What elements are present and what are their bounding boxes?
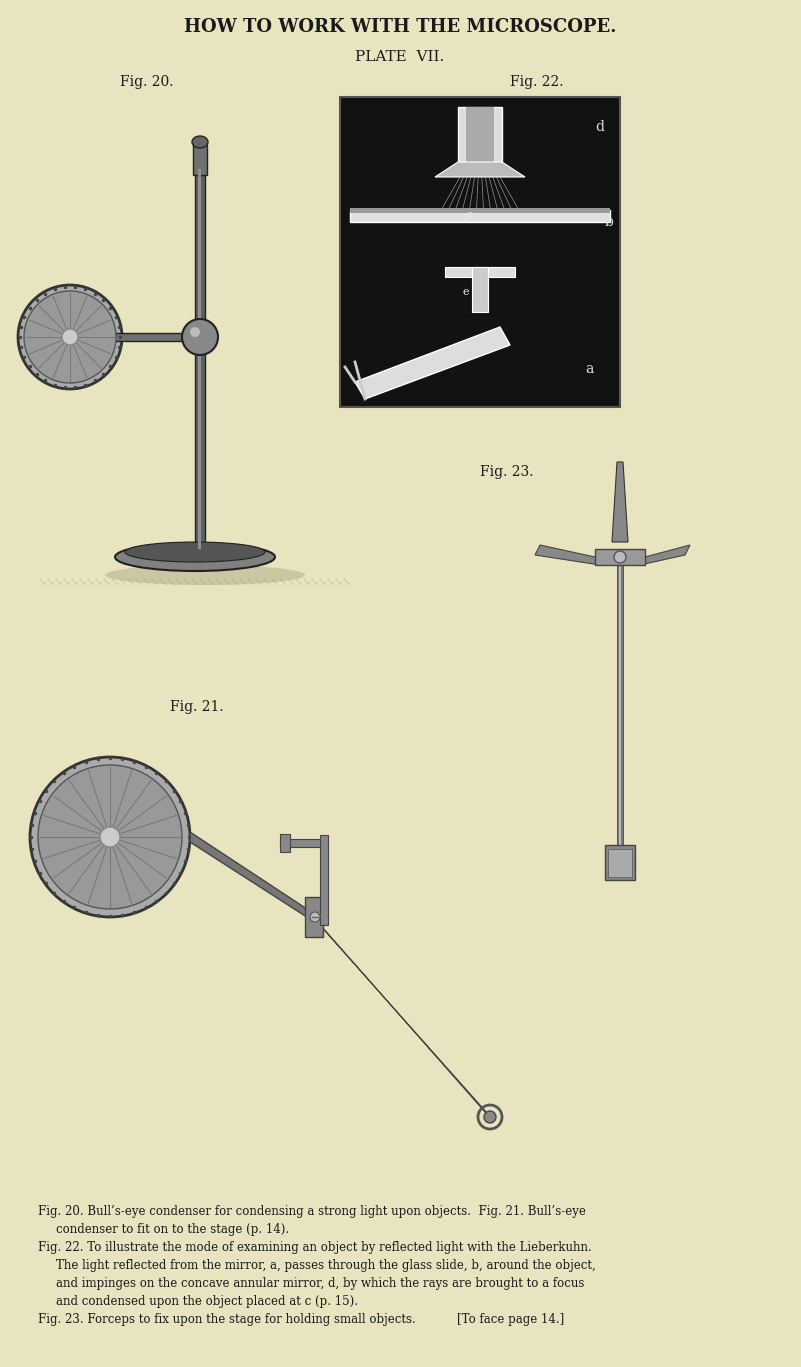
Bar [458, 107, 502, 163]
Ellipse shape [115, 543, 275, 571]
Bar [84, 329, 94, 344]
Circle shape [484, 1111, 496, 1124]
Text: a: a [632, 550, 638, 559]
Circle shape [30, 757, 190, 917]
Polygon shape [435, 163, 525, 176]
Polygon shape [317, 921, 492, 1120]
Ellipse shape [192, 135, 208, 148]
Circle shape [182, 319, 218, 355]
Ellipse shape [125, 541, 265, 562]
Circle shape [100, 827, 120, 848]
Text: Fig. 21.: Fig. 21. [170, 700, 223, 714]
Bar [280, 834, 290, 852]
Text: b: b [605, 215, 614, 230]
Bar [472, 267, 488, 312]
Bar [280, 839, 320, 848]
Circle shape [24, 291, 116, 383]
Text: Fig. 20. Bull’s-eye condenser for condensing a strong light upon objects.  Fig. : Fig. 20. Bull’s-eye condenser for conden… [38, 1206, 586, 1218]
Bar [320, 835, 328, 925]
Ellipse shape [105, 565, 305, 585]
Bar [350, 211, 610, 221]
Text: Fig. 22.: Fig. 22. [510, 75, 563, 89]
Text: d: d [595, 120, 604, 134]
Bar [466, 107, 494, 163]
Bar [617, 565, 623, 845]
Bar [198, 170, 201, 550]
Circle shape [310, 912, 320, 921]
Bar [195, 170, 205, 550]
Text: e: e [463, 287, 469, 297]
Circle shape [614, 551, 626, 563]
Text: HOW TO WORK WITH THE MICROSCOPE.: HOW TO WORK WITH THE MICROSCOPE. [183, 18, 616, 36]
Text: and condensed upon the object placed at c (p. 15).: and condensed upon the object placed at … [56, 1296, 358, 1308]
Polygon shape [190, 833, 313, 921]
Text: The light reflected from the mirror, a, passes through the glass slide, b, aroun: The light reflected from the mirror, a, … [56, 1259, 596, 1273]
Text: PLATE  VII.: PLATE VII. [356, 51, 445, 64]
Text: a: a [585, 362, 594, 376]
Bar [340, 97, 620, 407]
Text: Fig. 22. To illustrate the mode of examining an object by reflected light with t: Fig. 22. To illustrate the mode of exami… [38, 1241, 592, 1255]
Polygon shape [355, 327, 510, 399]
Polygon shape [612, 462, 628, 541]
Bar [595, 550, 645, 565]
Bar [193, 145, 207, 175]
Text: c: c [467, 211, 473, 220]
Bar [305, 897, 323, 936]
Circle shape [38, 766, 182, 909]
Circle shape [62, 329, 78, 344]
Text: and impinges on the concave annular mirror, d, by which the rays are brought to : and impinges on the concave annular mirr… [56, 1278, 585, 1290]
Bar [445, 267, 515, 278]
Bar [92, 334, 182, 340]
Polygon shape [535, 545, 600, 565]
Bar [605, 845, 635, 880]
Bar [619, 565, 621, 845]
Circle shape [18, 284, 122, 390]
Text: b: b [594, 550, 602, 559]
Text: Fig. 23.: Fig. 23. [480, 465, 533, 478]
Bar [608, 849, 632, 878]
Text: condenser to fit on to the stage (p. 14).: condenser to fit on to the stage (p. 14)… [56, 1223, 289, 1237]
Polygon shape [640, 545, 690, 565]
Text: Fig. 23. Forceps to fix upon the stage for holding small objects.           [To : Fig. 23. Forceps to fix upon the stage f… [38, 1314, 564, 1326]
Text: Fig. 20.: Fig. 20. [120, 75, 174, 89]
Bar [350, 208, 610, 213]
Circle shape [190, 327, 200, 338]
